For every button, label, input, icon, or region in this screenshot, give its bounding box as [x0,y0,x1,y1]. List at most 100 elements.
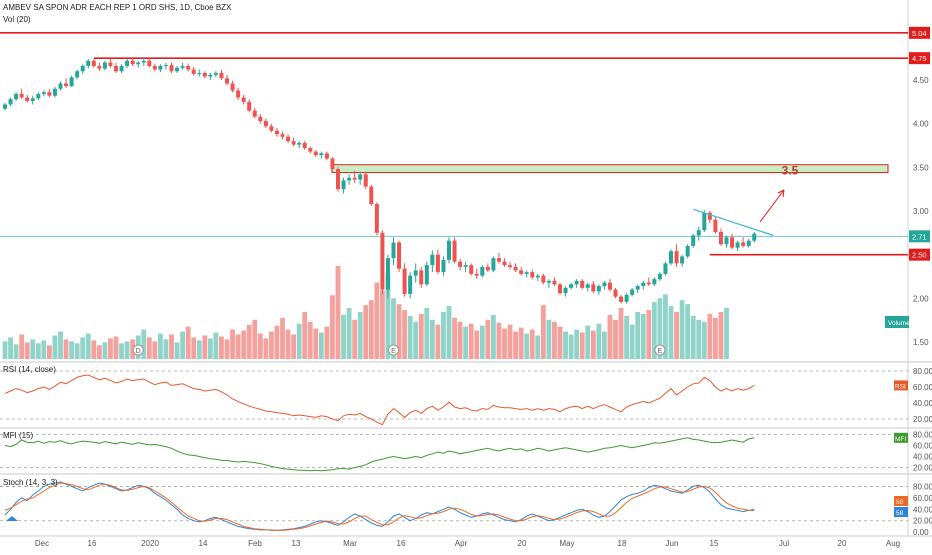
candle-body [602,282,607,287]
volume-bar [557,326,563,359]
volume-bar [674,311,679,359]
candle-body [580,280,585,288]
level-price-badge [909,52,930,65]
event-marker-letter: E [658,348,663,355]
candle-body [696,230,701,236]
volume-bar [130,339,136,359]
volume-bar [113,336,119,359]
time-tick-label: Mar [343,539,357,548]
volume-bar [41,340,47,359]
candle-body [508,265,513,267]
rsi-tick-label: 20.00 [913,415,932,424]
time-tick-label: 15 [710,539,719,548]
time-tick-label: 18 [618,539,627,548]
volume-bar [563,331,568,359]
volume-bar [413,321,419,359]
candle-body [14,93,19,100]
volume-bar [146,337,152,359]
volume-bar [35,343,41,359]
candle-body [430,254,435,266]
mfi-tick-label: 20.00 [913,464,932,473]
volume-bar [352,319,358,359]
volume-bar [341,314,346,359]
candle-body [657,273,662,280]
candle-body [197,73,202,75]
stoch-k-line [4,481,755,531]
volume-bar [141,329,147,359]
volume-bar [618,308,624,359]
candle-body [119,66,124,72]
candle-body [674,251,679,264]
candle-body [646,282,651,285]
candle-body [541,275,546,283]
candle-body [402,268,407,294]
mfi-tick-label: 40.00 [913,453,932,462]
stoch-d-line [4,482,755,531]
volume-bar [257,333,263,359]
stoch-d-badge-label: 50 [896,499,904,506]
candle-body [369,186,374,205]
volume-bar [280,317,285,359]
mfi-label: MFI (15) [3,431,34,440]
volume-bar [124,341,130,359]
candle-body [735,242,740,248]
candle-body [125,60,130,67]
candle-body [685,245,690,257]
candle-body [585,284,590,288]
volume-bar [535,335,541,359]
candle-body [30,98,35,101]
volume-bar [713,317,718,359]
mfi-line [4,437,755,472]
candle-body [691,235,696,246]
candle-body [114,66,118,72]
candle-body [385,258,390,290]
candle-body [624,294,629,302]
candle-body [663,263,668,274]
volume-bar [624,315,629,359]
volume-bar [47,345,52,359]
volume-bar [8,337,13,359]
candle-body [41,92,46,94]
volume-bar [529,329,535,359]
candle-body [36,93,41,99]
event-marker-letter: E [391,348,396,355]
volume-bar [568,334,574,359]
volume-bar [429,319,435,359]
candle-body [297,142,302,145]
price-tick-label: 3.00 [913,207,929,216]
candle-body [169,65,174,72]
candle-body [502,261,507,266]
stoch-label: Stoch (14, 3, 3) [3,478,58,487]
candle-body [746,240,751,246]
volume-bar [701,321,707,359]
volume-bar [657,298,663,359]
volume-bar [235,334,241,359]
candle-body [47,92,52,96]
volume-bar [685,304,691,359]
candle-body [25,97,30,101]
level-price-badge-label: 5.04 [912,29,927,38]
candle-body [230,83,235,91]
volume-bar [158,333,163,359]
volume-bar [58,331,63,359]
candle-body [524,272,529,274]
volume-bar [152,341,158,359]
candle-body [563,287,568,294]
volume-bar [13,344,19,359]
candle-body [219,73,224,79]
candle-body [336,169,340,190]
candle-body [241,97,246,102]
candle-body [724,237,729,245]
stoch-k-badge-label: 58 [896,510,904,517]
candle-body [247,101,252,111]
volume-bar [407,315,413,359]
volume-bar [496,322,502,359]
volume-bar [585,325,591,359]
volume-bar [552,321,557,359]
candle-body [175,67,180,72]
price-tick-label: 4.50 [913,76,929,85]
candle-body [480,266,485,276]
volume-bar [485,319,491,359]
candle-body [152,66,157,70]
